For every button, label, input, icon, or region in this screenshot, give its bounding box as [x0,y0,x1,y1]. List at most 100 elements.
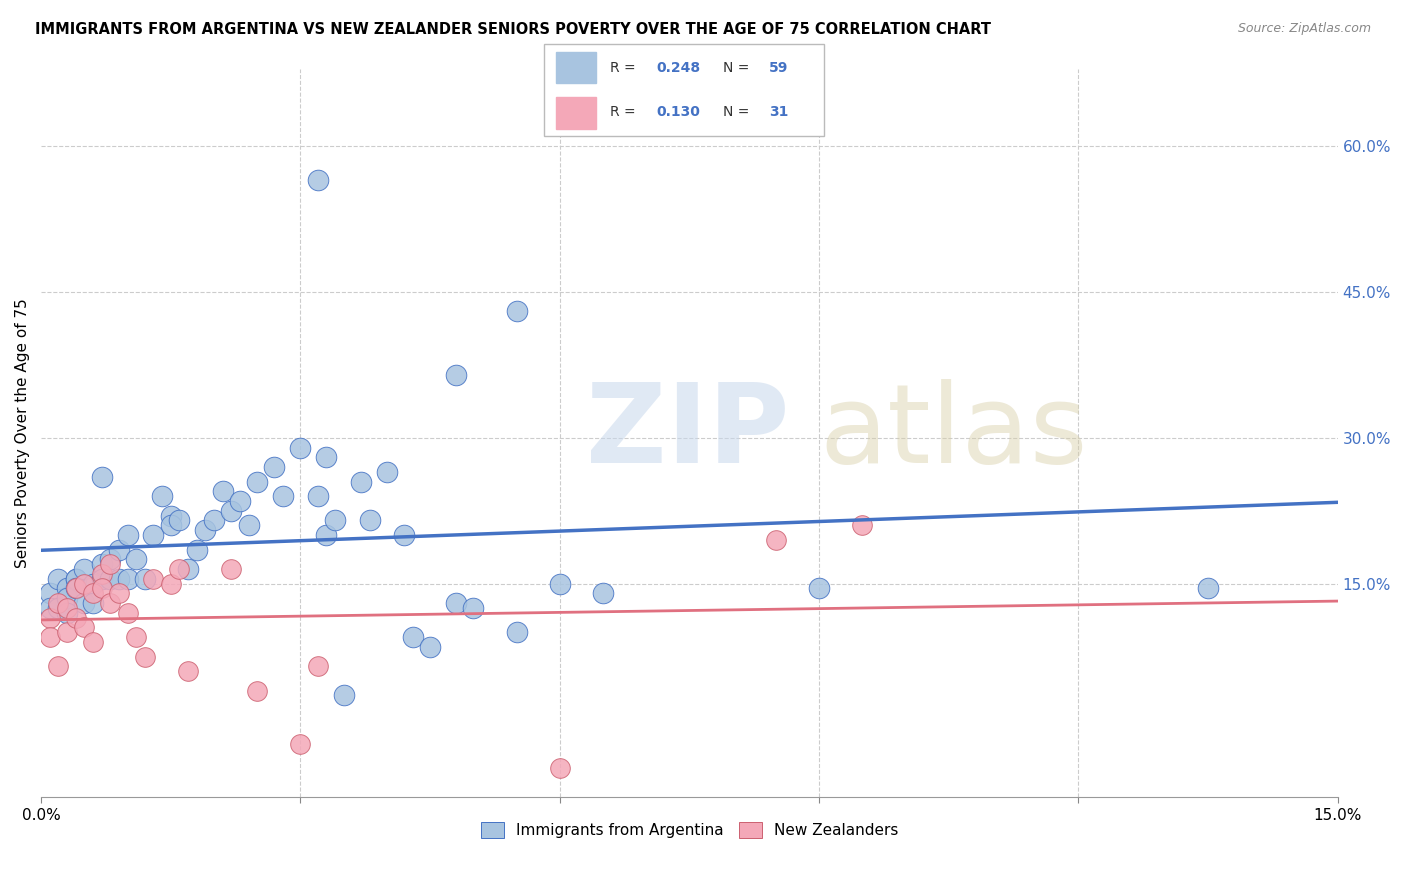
Point [444,368,467,382]
Text: 0.130: 0.130 [657,105,700,120]
Point [125,552,148,566]
Point [177,562,200,576]
Point [48,572,70,586]
Point [82,596,104,610]
Point [323,513,346,527]
Point [219,562,242,576]
Point [375,465,398,479]
Point [211,484,233,499]
Text: N =: N = [723,61,754,75]
Point [117,528,139,542]
Point [82,576,104,591]
Point [90,566,112,581]
Text: 31: 31 [769,105,789,120]
Point [73,562,96,576]
Text: R =: R = [610,61,641,75]
Point [65,572,87,586]
Text: ZIP: ZIP [586,379,789,486]
Point [98,552,121,566]
Point [108,586,131,600]
Bar [555,52,596,83]
Point [98,572,121,586]
Point [38,610,60,624]
Point [117,572,139,586]
Point [177,664,200,678]
Point [392,528,415,542]
Y-axis label: Seniors Poverty Over the Age of 75: Seniors Poverty Over the Age of 75 [15,298,30,568]
Point [38,601,60,615]
Point [159,576,181,591]
Point [315,450,337,465]
Point [142,572,165,586]
Text: atlas: atlas [820,379,1087,486]
Point [307,659,329,673]
Point [271,489,294,503]
Point [219,504,242,518]
Point [315,528,337,542]
Point [56,606,79,620]
Point [65,582,87,596]
Point [307,489,329,503]
Point [90,557,112,571]
Point [90,469,112,483]
Point [117,606,139,620]
Point [548,761,571,775]
Text: N =: N = [723,105,754,120]
Point [592,586,614,600]
Point [56,601,79,615]
Point [65,582,87,596]
Point [48,601,70,615]
Point [229,494,252,508]
Point [98,557,121,571]
Point [1197,582,1219,596]
Point [159,518,181,533]
Point [463,601,485,615]
Text: Source: ZipAtlas.com: Source: ZipAtlas.com [1237,22,1371,36]
Point [82,586,104,600]
Point [142,528,165,542]
Point [505,625,527,640]
Point [548,576,571,591]
Point [73,620,96,634]
Point [246,683,269,698]
Point [48,659,70,673]
Text: 0.248: 0.248 [657,61,700,75]
Point [90,582,112,596]
Point [419,640,441,654]
Point [186,542,208,557]
Point [332,689,354,703]
Point [38,586,60,600]
Point [350,475,373,489]
Point [402,630,425,644]
Point [263,460,285,475]
Point [134,649,156,664]
Point [238,518,260,533]
Point [765,533,787,547]
Point [808,582,831,596]
Point [159,508,181,523]
Point [38,630,60,644]
Point [73,596,96,610]
Point [90,572,112,586]
Point [246,475,269,489]
Bar [555,97,596,128]
Point [307,173,329,187]
Point [505,304,527,318]
FancyBboxPatch shape [544,44,824,136]
Point [851,518,873,533]
Point [150,489,173,503]
Point [56,625,79,640]
Point [65,572,87,586]
Point [202,513,225,527]
Point [56,582,79,596]
Point [108,572,131,586]
Text: IMMIGRANTS FROM ARGENTINA VS NEW ZEALANDER SENIORS POVERTY OVER THE AGE OF 75 CO: IMMIGRANTS FROM ARGENTINA VS NEW ZEALAND… [35,22,991,37]
Point [134,572,156,586]
Point [290,441,312,455]
Point [169,562,191,576]
Point [82,635,104,649]
Text: R =: R = [610,105,641,120]
Text: 59: 59 [769,61,789,75]
Point [65,610,87,624]
Legend: Immigrants from Argentina, New Zealanders: Immigrants from Argentina, New Zealander… [474,816,904,845]
